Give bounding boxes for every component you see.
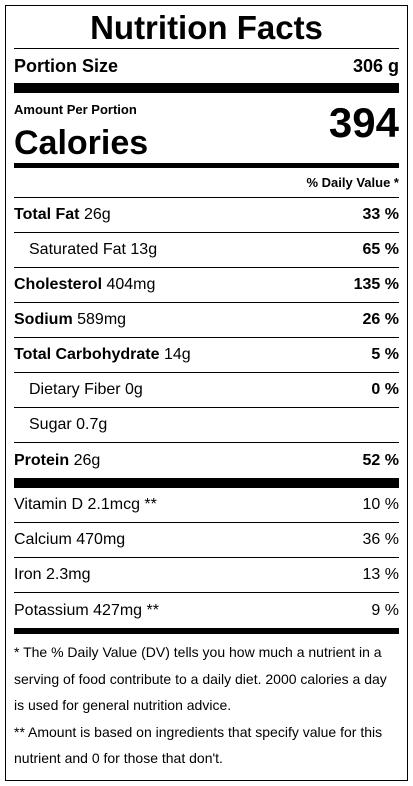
nutrient-name: Iron — [14, 566, 42, 583]
nutrient-label: Cholesterol 404mg — [14, 276, 155, 294]
nutrient-name: Protein — [14, 451, 70, 469]
daily-value: 135 % — [353, 276, 399, 293]
nutrient-amount: 2.3mg — [46, 566, 91, 583]
nutrient-amount: 2.1mcg ** — [87, 496, 157, 513]
calories-label: Calories — [14, 124, 149, 162]
nutrient-name: Vitamin D — [14, 496, 84, 513]
nutrition-label: Nutrition Facts Portion Size 306 g Amoun… — [5, 5, 408, 781]
nutrient-amount: 26g — [73, 451, 101, 469]
daily-value: 65 % — [362, 241, 399, 258]
footnote: * The % Daily Value (DV) tells you how m… — [14, 644, 387, 713]
nutrient-label: Total Fat 26g — [14, 206, 111, 224]
nutrient-row: Vitamin D 2.1mcg ** 10 % — [14, 488, 399, 523]
portion-label: Portion Size — [14, 55, 119, 76]
nutrient-amount: 404mg — [106, 276, 156, 293]
nutrient-amount: 589mg — [77, 311, 127, 328]
thick-rule — [14, 628, 399, 634]
nutrient-amount: 0.7g — [76, 416, 108, 433]
calories-caption: Amount Per Portion — [14, 102, 137, 117]
daily-value: 13 % — [362, 566, 399, 583]
nutrient-row: Dietary Fiber 0g 0 % — [14, 373, 399, 408]
daily-value: 33 % — [362, 206, 399, 223]
daily-value: 26 % — [362, 311, 399, 328]
daily-value: 9 % — [371, 601, 399, 619]
footnote: ** Amount is based on ingredients that s… — [14, 723, 383, 767]
thick-rule — [14, 83, 399, 93]
nutrient-name: Saturated Fat — [29, 241, 126, 258]
nutrient-name: Calcium — [14, 531, 72, 548]
nutrient-name: Cholesterol — [14, 276, 103, 293]
vitamin-list: Vitamin D 2.1mcg ** 10 % Calcium 470mg 36 %… — [14, 488, 399, 628]
daily-value: 10 % — [362, 496, 399, 513]
nutrient-amount: 13g — [130, 241, 158, 258]
nutrient-name: Dietary Fiber — [29, 381, 121, 398]
nutrient-row: Cholesterol 404mg 135 % — [14, 268, 399, 303]
daily-value: 52 % — [362, 451, 399, 469]
calories-value: 394 — [328, 99, 399, 146]
nutrient-amount: 470mg — [76, 531, 126, 548]
nutrient-name: Potassium — [14, 601, 89, 619]
nutrient-name: Sugar — [29, 416, 72, 433]
nutrient-label: Potassium 427mg ** — [14, 602, 159, 620]
nutrient-label: Sugar 0.7g — [14, 416, 107, 434]
nutrient-row: Protein 26g 52 % — [14, 443, 399, 478]
nutrient-label: Vitamin D 2.1mcg ** — [14, 496, 157, 514]
nutrient-label: Total Carbohydrate 14g — [14, 346, 191, 364]
thick-rule — [14, 478, 399, 488]
portion-row: Portion Size 306 g — [14, 49, 399, 83]
daily-value: 0 % — [371, 381, 399, 398]
title: Nutrition Facts — [14, 6, 399, 49]
nutrient-row: Sugar 0.7g — [14, 408, 399, 443]
nutrient-row: Total Fat 26g 33 % — [14, 198, 399, 233]
nutrient-amount: 14g — [163, 346, 191, 363]
footnotes: * The % Daily Value (DV) tells you how m… — [14, 639, 399, 772]
nutrient-row: Saturated Fat 13g 65 % — [14, 233, 399, 268]
daily-value-header: % Daily Value * — [14, 168, 399, 198]
nutrient-label: Sodium 589mg — [14, 311, 126, 329]
nutrient-list: Total Fat 26g 33 % Saturated Fat 13g 65 % Ch… — [14, 198, 399, 478]
nutrient-row: Total Carbohydrate 14g 5 % — [14, 338, 399, 373]
nutrient-row: Potassium 427mg ** 9 % — [14, 593, 399, 628]
nutrient-amount: 26g — [83, 206, 111, 223]
nutrient-name: Sodium — [14, 311, 73, 328]
nutrient-row: Calcium 470mg 36 % — [14, 523, 399, 558]
nutrient-label: Saturated Fat 13g — [14, 241, 157, 259]
thick-rule — [14, 163, 399, 168]
nutrient-amount: 427mg ** — [93, 601, 159, 619]
nutrient-amount: 0g — [125, 381, 143, 398]
nutrient-name: Total Carbohydrate — [14, 346, 160, 363]
nutrient-label: Calcium 470mg — [14, 531, 125, 549]
calories-row: Calories 394 — [14, 102, 399, 163]
daily-value: 5 % — [371, 346, 399, 363]
daily-value: 36 % — [362, 531, 399, 548]
portion-value: 306 g — [352, 55, 399, 76]
nutrient-row: Iron 2.3mg 13 % — [14, 558, 399, 593]
nutrient-name: Total Fat — [14, 206, 80, 223]
nutrient-label: Iron 2.3mg — [14, 566, 91, 584]
nutrient-label: Dietary Fiber 0g — [14, 381, 143, 399]
nutrient-row: Sodium 589mg 26 % — [14, 303, 399, 338]
nutrient-label: Protein 26g — [14, 452, 100, 470]
